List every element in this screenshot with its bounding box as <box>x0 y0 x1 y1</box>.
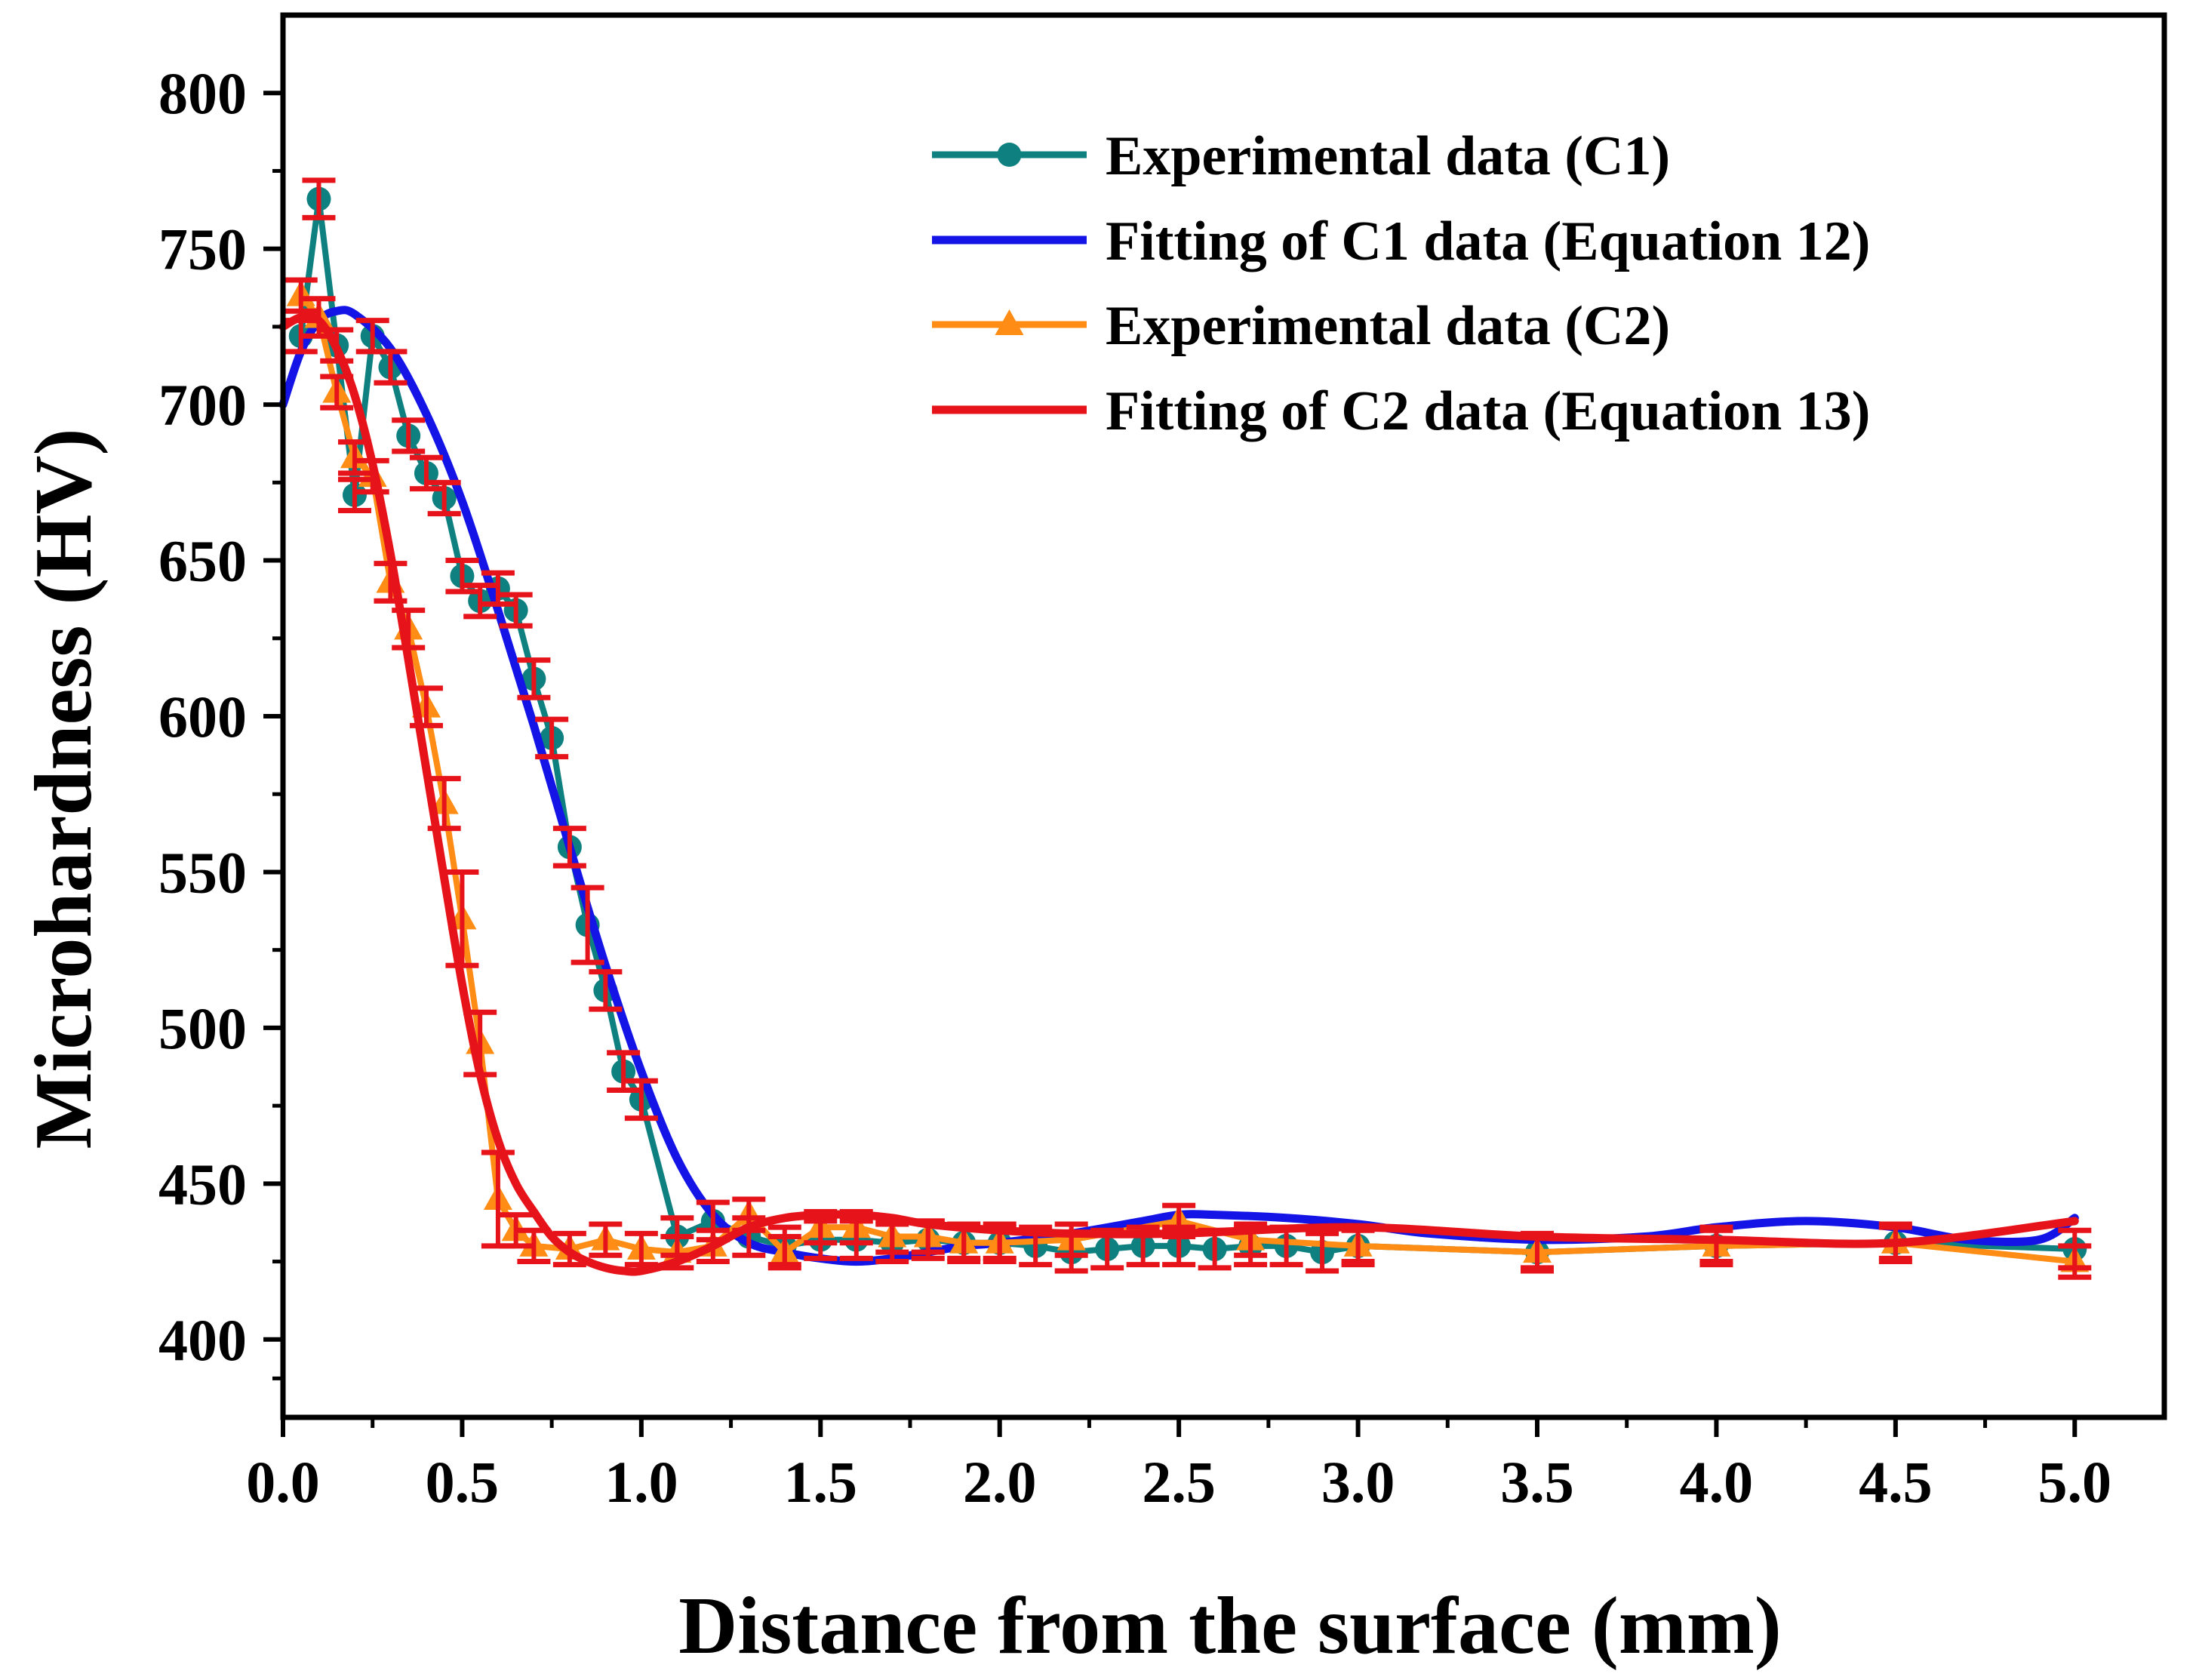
error-bar <box>589 1221 623 1258</box>
error-bar <box>392 608 426 651</box>
error-bar <box>517 657 551 700</box>
error-bar <box>374 349 408 386</box>
error-bar <box>1269 1224 1303 1268</box>
error-bar <box>624 1230 658 1268</box>
legend-item-1: Experimental data (C1) <box>932 125 1670 187</box>
x-tick-label: 0.5 <box>426 1449 500 1515</box>
error-bar <box>284 277 318 314</box>
error-bar <box>463 583 497 620</box>
legend-label: Fitting of C2 data (Equation 13) <box>1106 380 1870 442</box>
legend-label: Experimental data (C2) <box>1106 295 1670 357</box>
error-bar <box>571 885 604 965</box>
legend: Experimental data (C1) Fitting of C1 data… <box>932 125 1870 442</box>
error-bar <box>427 479 461 517</box>
legend-marker <box>997 143 1022 167</box>
y-tick-label: 600 <box>158 684 247 749</box>
axis-ticks <box>263 91 2078 1437</box>
y-tick-labels: 400 450 500 550 600 650 700 750 800 <box>158 60 247 1373</box>
x-tick-label: 4.5 <box>1859 1449 1933 1515</box>
x-tick-label: 4.0 <box>1680 1449 1754 1515</box>
error-bar <box>1019 1224 1053 1268</box>
y-tick-label: 650 <box>158 528 247 594</box>
error-bar <box>1054 1221 1088 1258</box>
error-bar <box>696 1227 730 1265</box>
error-bar <box>517 1227 551 1265</box>
x-tick-label: 0.0 <box>246 1449 320 1515</box>
error-bar <box>1162 1202 1196 1240</box>
error-bar <box>337 439 371 476</box>
y-tick-label: 750 <box>158 217 247 282</box>
error-bar <box>463 1009 497 1078</box>
y-tick-label: 500 <box>158 995 247 1061</box>
error-bar <box>947 1224 981 1261</box>
error-bar <box>445 869 479 968</box>
y-tick-label: 700 <box>158 372 247 438</box>
legend-label: Fitting of C1 data (Equation 12) <box>1106 211 1870 272</box>
x-tick-labels: 0.0 0.5 1.0 1.5 2.0 2.5 3.0 3.5 4.0 4.5 5.0 <box>246 1449 2111 1515</box>
error-bar <box>839 1208 873 1246</box>
error-bar <box>1699 1227 1733 1265</box>
error-bar <box>355 457 389 495</box>
error-bar <box>552 826 586 869</box>
x-tick-label: 3.0 <box>1321 1449 1395 1515</box>
error-bar <box>320 374 354 411</box>
x-tick-label: 2.5 <box>1142 1449 1216 1515</box>
y-tick-label: 800 <box>158 60 247 126</box>
x-axis-title: Distance from the surface (mm) <box>678 1581 1782 1671</box>
error-bar <box>1341 1227 1375 1265</box>
legend-label: Experimental data (C1) <box>1106 125 1670 187</box>
y-tick-label: 550 <box>158 839 247 905</box>
error-bar <box>1234 1221 1268 1258</box>
error-bar <box>1126 1224 1160 1268</box>
error-bar <box>427 776 461 832</box>
error-bar <box>732 1196 766 1233</box>
error-bar <box>767 1234 801 1271</box>
error-bar <box>607 1050 641 1093</box>
x-tick-label: 3.5 <box>1500 1449 1574 1515</box>
error-bar <box>445 558 479 595</box>
legend-item-4: Fitting of C2 data (Equation 13) <box>932 380 1870 442</box>
error-bar <box>1306 1230 1339 1274</box>
error-bars <box>284 177 2092 1280</box>
error-bar <box>499 1212 533 1249</box>
error-bar <box>983 1224 1016 1261</box>
error-bar <box>409 454 443 492</box>
error-bar <box>589 969 623 1012</box>
error-bar <box>409 685 443 728</box>
error-bar <box>499 592 533 629</box>
x-tick-label: 5.0 <box>2038 1449 2112 1515</box>
error-bar <box>804 1208 838 1246</box>
legend-marker <box>995 309 1024 335</box>
error-bar <box>481 570 515 607</box>
error-bar <box>1878 1224 1912 1261</box>
error-bar <box>1521 1234 1554 1271</box>
error-bar <box>302 296 336 339</box>
error-bar <box>337 476 371 513</box>
x-tick-label: 1.5 <box>784 1449 858 1515</box>
error-bar <box>911 1218 945 1255</box>
error-bar <box>1090 1227 1124 1271</box>
error-bar <box>1198 1227 1232 1271</box>
legend-item-3: Experimental data (C2) <box>932 295 1670 357</box>
error-bar <box>320 327 354 364</box>
y-tick-label: 400 <box>158 1307 247 1373</box>
error-bar <box>374 561 408 604</box>
error-bar <box>302 177 336 220</box>
x-tick-label: 1.0 <box>604 1449 678 1515</box>
error-bar <box>660 1234 694 1271</box>
x-tick-label: 2.0 <box>963 1449 1037 1515</box>
error-bar <box>875 1218 909 1255</box>
y-tick-label: 450 <box>158 1151 247 1217</box>
error-bar <box>624 1078 658 1122</box>
y-axis-title: Microhardness (HV) <box>19 429 109 1149</box>
error-bar <box>392 417 426 454</box>
series-layer <box>278 177 2092 1280</box>
error-bar <box>284 318 318 355</box>
legend-item-2: Fitting of C1 data (Equation 12) <box>932 211 1870 272</box>
error-bar <box>2058 1243 2092 1280</box>
error-bar <box>535 716 569 760</box>
error-bar <box>552 1230 586 1268</box>
